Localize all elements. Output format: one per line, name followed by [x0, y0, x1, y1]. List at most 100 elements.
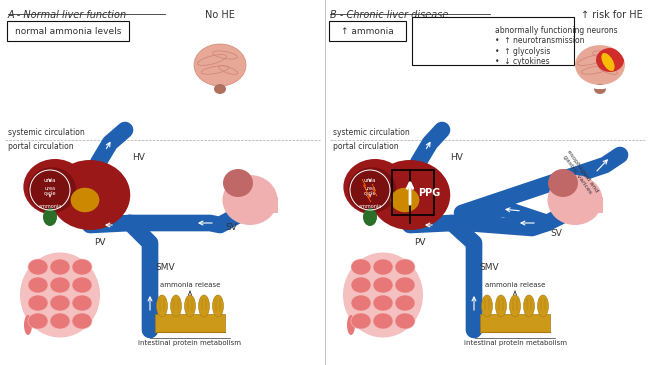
- Text: esophageal and
gastric varices: esophageal and gastric varices: [561, 149, 599, 197]
- Ellipse shape: [373, 277, 393, 293]
- Ellipse shape: [601, 53, 615, 71]
- Ellipse shape: [194, 44, 246, 86]
- Text: urea
cycle: urea cycle: [44, 185, 57, 196]
- Ellipse shape: [72, 295, 92, 311]
- Ellipse shape: [157, 295, 168, 317]
- Ellipse shape: [351, 295, 371, 311]
- Text: urea
cycle: urea cycle: [364, 185, 376, 196]
- Ellipse shape: [351, 277, 371, 293]
- Ellipse shape: [538, 295, 549, 317]
- Ellipse shape: [548, 169, 578, 197]
- Ellipse shape: [343, 253, 423, 338]
- Text: intestinal protein metabolism: intestinal protein metabolism: [463, 340, 567, 346]
- Text: ↑ ammonia: ↑ ammonia: [341, 27, 393, 35]
- Ellipse shape: [347, 315, 355, 335]
- Ellipse shape: [213, 295, 224, 317]
- Bar: [392, 170, 434, 215]
- Ellipse shape: [596, 48, 624, 72]
- Text: B - Chronic liver disease: B - Chronic liver disease: [330, 10, 448, 20]
- Ellipse shape: [482, 295, 493, 317]
- Text: ammonia release: ammonia release: [485, 282, 545, 288]
- Ellipse shape: [28, 277, 48, 293]
- Text: PPG: PPG: [418, 188, 440, 198]
- Text: urea: urea: [364, 177, 376, 182]
- Text: HV: HV: [132, 153, 145, 161]
- Ellipse shape: [28, 167, 76, 213]
- Text: PV: PV: [414, 238, 426, 247]
- Ellipse shape: [43, 208, 57, 226]
- Text: systemic circulation: systemic circulation: [8, 128, 84, 137]
- Text: ammonia: ammonia: [358, 204, 382, 208]
- Text: PV: PV: [94, 238, 106, 247]
- Bar: [480, 314, 550, 332]
- Ellipse shape: [72, 277, 92, 293]
- Polygon shape: [372, 184, 377, 196]
- Ellipse shape: [50, 313, 70, 329]
- Ellipse shape: [594, 84, 606, 94]
- Ellipse shape: [351, 259, 371, 275]
- Ellipse shape: [50, 295, 70, 311]
- Ellipse shape: [523, 295, 534, 317]
- Ellipse shape: [395, 313, 415, 329]
- Ellipse shape: [170, 295, 181, 317]
- Text: A - Normal liver function: A - Normal liver function: [8, 10, 127, 20]
- Ellipse shape: [391, 188, 419, 212]
- Ellipse shape: [547, 175, 603, 225]
- Text: ammonia: ammonia: [38, 204, 62, 208]
- Ellipse shape: [363, 208, 377, 226]
- Ellipse shape: [50, 160, 130, 230]
- Ellipse shape: [50, 277, 70, 293]
- Text: ↑ risk for HE: ↑ risk for HE: [581, 10, 643, 20]
- Ellipse shape: [373, 259, 393, 275]
- Text: systemic circulation: systemic circulation: [333, 128, 410, 137]
- Text: No HE: No HE: [205, 10, 235, 20]
- Bar: [268, 197, 278, 213]
- Ellipse shape: [24, 315, 32, 335]
- Text: normal ammonia levels: normal ammonia levels: [15, 27, 121, 35]
- Ellipse shape: [23, 159, 86, 215]
- Ellipse shape: [72, 259, 92, 275]
- Ellipse shape: [373, 295, 393, 311]
- Ellipse shape: [370, 160, 450, 230]
- Text: SMV: SMV: [479, 264, 499, 273]
- Ellipse shape: [395, 259, 415, 275]
- Ellipse shape: [510, 295, 521, 317]
- Ellipse shape: [185, 295, 196, 317]
- Ellipse shape: [214, 84, 226, 94]
- Ellipse shape: [72, 313, 92, 329]
- Ellipse shape: [395, 295, 415, 311]
- Ellipse shape: [198, 295, 209, 317]
- Ellipse shape: [223, 169, 253, 197]
- Text: portal circulation: portal circulation: [8, 142, 73, 151]
- FancyBboxPatch shape: [329, 21, 406, 41]
- Ellipse shape: [343, 159, 407, 215]
- Text: portal circulation: portal circulation: [333, 142, 398, 151]
- Ellipse shape: [574, 44, 626, 86]
- Text: SV: SV: [225, 223, 237, 233]
- FancyBboxPatch shape: [412, 17, 574, 65]
- Ellipse shape: [28, 313, 48, 329]
- Text: SMV: SMV: [155, 264, 175, 273]
- Ellipse shape: [28, 259, 48, 275]
- FancyBboxPatch shape: [7, 21, 129, 41]
- Text: HV: HV: [450, 153, 463, 161]
- Text: SV: SV: [550, 228, 562, 238]
- Text: intestinal protein metabolism: intestinal protein metabolism: [138, 340, 242, 346]
- Polygon shape: [366, 190, 371, 202]
- Ellipse shape: [395, 277, 415, 293]
- Ellipse shape: [373, 313, 393, 329]
- Ellipse shape: [28, 295, 48, 311]
- Text: urea: urea: [44, 177, 57, 182]
- Ellipse shape: [348, 167, 396, 213]
- Ellipse shape: [20, 253, 100, 338]
- Ellipse shape: [71, 188, 99, 212]
- Ellipse shape: [222, 175, 278, 225]
- Bar: [593, 197, 603, 213]
- Ellipse shape: [351, 313, 371, 329]
- Ellipse shape: [50, 259, 70, 275]
- Bar: [155, 314, 225, 332]
- Text: ammonia release: ammonia release: [160, 282, 220, 288]
- Text: abnormally functioning neurons
•  ↑ neurotransmission
•  ↑ glycolysis
•  ↓ cytok: abnormally functioning neurons • ↑ neuro…: [495, 26, 618, 66]
- Polygon shape: [362, 179, 367, 191]
- Ellipse shape: [495, 295, 506, 317]
